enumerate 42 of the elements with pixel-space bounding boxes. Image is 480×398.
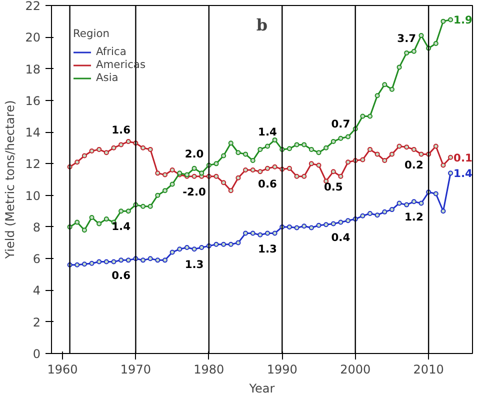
y-tick-label: 2	[32, 315, 41, 330]
annotation: 1.2	[404, 210, 424, 224]
x-tick-label: 2010	[413, 362, 444, 376]
y-tick-label: 12	[25, 157, 41, 172]
legend-title: Region	[73, 27, 110, 40]
y-axis-title: Yield (Metric tons/hectare)	[3, 100, 18, 260]
y-tick-label: 6	[32, 252, 41, 266]
annotation: 0.5	[324, 180, 343, 194]
legend-label: Asia	[96, 71, 118, 84]
y-tick-label: 18	[25, 62, 41, 76]
x-tick-label: 2000	[340, 362, 371, 376]
annotation: 1.6	[112, 124, 131, 137]
annotation: 1.9	[454, 14, 472, 27]
annotation: 2.0	[184, 147, 204, 160]
y-tick-label: 4	[32, 284, 41, 298]
annotation: 0.4	[331, 231, 350, 244]
y-tick-label: 22	[25, 0, 41, 13]
annotation: 3.7	[397, 32, 416, 45]
x-tick-label: 1990	[266, 362, 298, 376]
y-tick-label: 20	[25, 30, 41, 45]
y-tick-label: 14	[25, 126, 41, 140]
annotation: 0.7	[331, 117, 350, 130]
annotation: 1.4	[258, 125, 277, 138]
annotation: 1.3	[184, 258, 204, 272]
x-axis-title: Year	[248, 382, 275, 396]
y-tick-label: 10	[25, 188, 41, 203]
x-tick-label: 1980	[194, 362, 224, 376]
y-tick-label: 16	[25, 94, 41, 108]
legend-label: Africa	[96, 45, 126, 58]
annotation: -2.0	[182, 185, 206, 198]
annotation: 0.1	[454, 151, 472, 164]
y-tick-label: 8	[32, 220, 41, 234]
annotation: 1.4	[112, 220, 131, 234]
annotation: 0.6	[258, 177, 277, 190]
annotation: 1.4	[454, 167, 472, 180]
y-tick-label: 0	[32, 347, 41, 361]
annotation: 0.2	[404, 158, 424, 172]
x-tick-label: 1960	[47, 362, 78, 376]
annotation: 1.3	[258, 242, 277, 256]
text: b	[256, 16, 268, 34]
x-tick-label: 1970	[120, 362, 151, 376]
annotation: 0.6	[112, 269, 131, 282]
